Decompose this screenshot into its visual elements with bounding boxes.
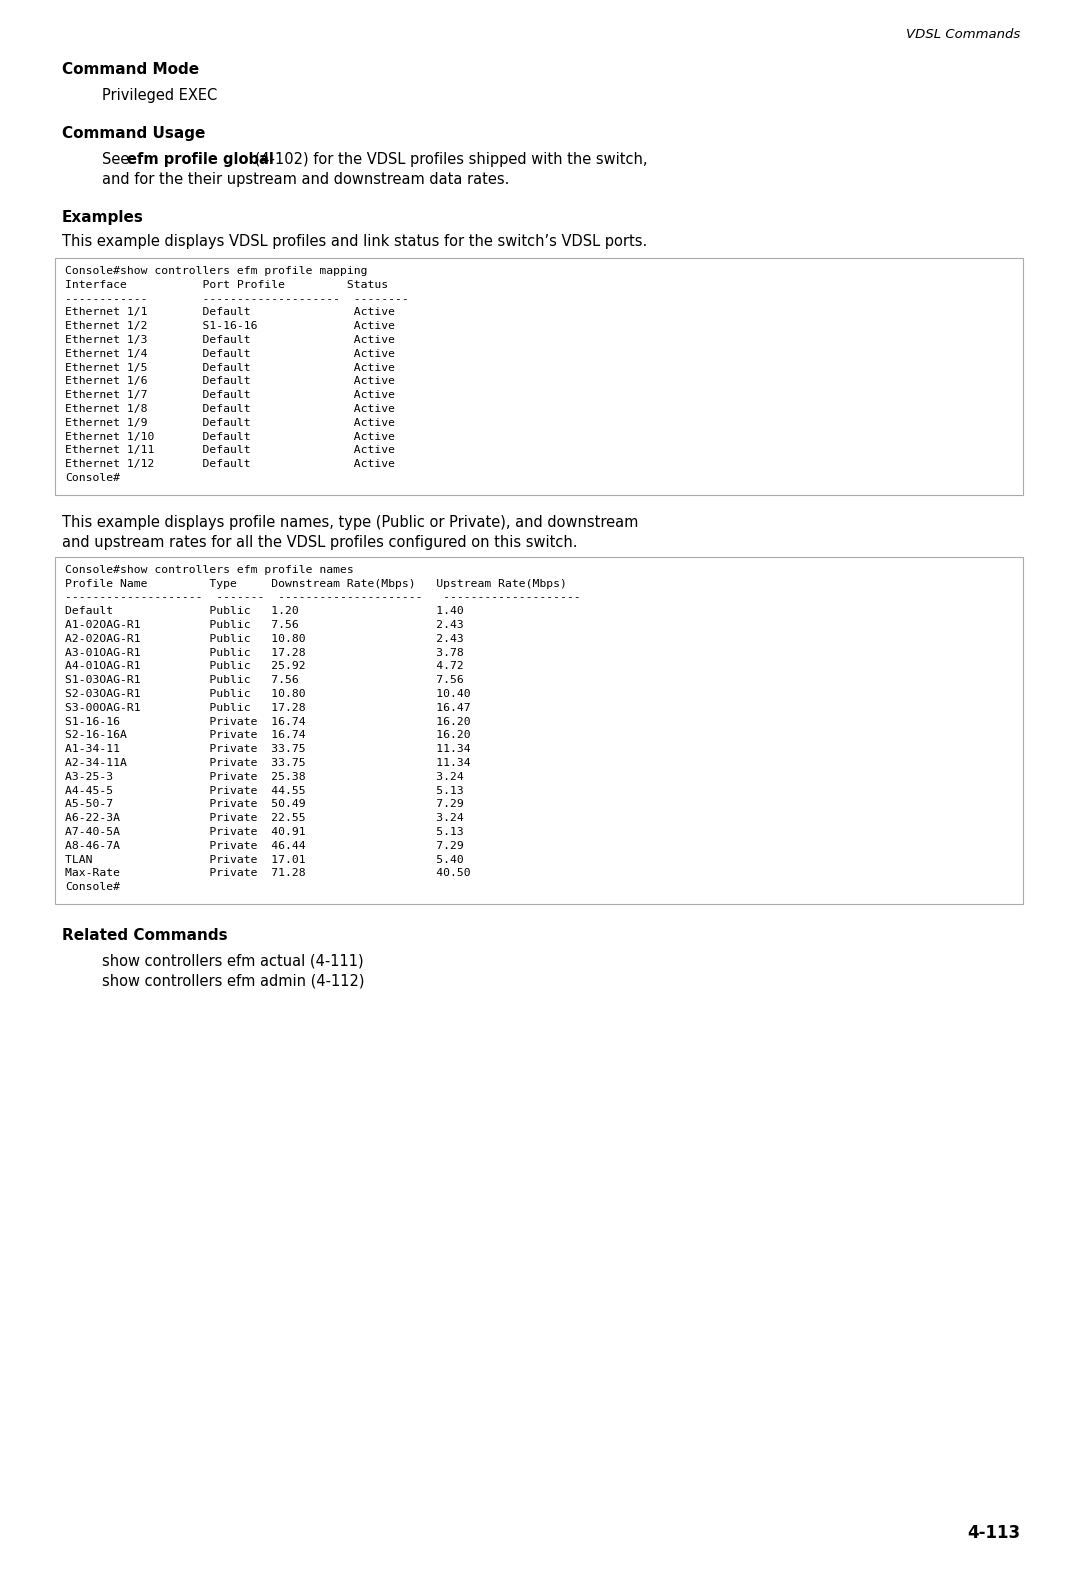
Text: A2-02OAG-R1          Public   10.80                   2.43: A2-02OAG-R1 Public 10.80 2.43 bbox=[65, 634, 463, 644]
Text: Interface           Port Profile         Status: Interface Port Profile Status bbox=[65, 279, 388, 290]
Text: Console#show controllers efm profile names: Console#show controllers efm profile nam… bbox=[65, 565, 354, 575]
Text: This example displays profile names, type (Public or Private), and downstream: This example displays profile names, typ… bbox=[62, 515, 638, 529]
Text: efm profile global: efm profile global bbox=[127, 152, 274, 166]
Text: show controllers efm actual (4-111): show controllers efm actual (4-111) bbox=[102, 955, 364, 969]
Text: Max-Rate             Private  71.28                   40.50: Max-Rate Private 71.28 40.50 bbox=[65, 868, 471, 878]
Text: and for the their upstream and downstream data rates.: and for the their upstream and downstrea… bbox=[102, 173, 510, 187]
Text: This example displays VDSL profiles and link status for the switch’s VDSL ports.: This example displays VDSL profiles and … bbox=[62, 234, 647, 250]
Text: S3-00OAG-R1          Public   17.28                   16.47: S3-00OAG-R1 Public 17.28 16.47 bbox=[65, 703, 471, 713]
Text: 4-113: 4-113 bbox=[967, 1524, 1020, 1542]
Text: A4-01OAG-R1          Public   25.92                   4.72: A4-01OAG-R1 Public 25.92 4.72 bbox=[65, 661, 463, 672]
Text: A4-45-5              Private  44.55                   5.13: A4-45-5 Private 44.55 5.13 bbox=[65, 785, 463, 796]
Bar bbox=[55, 257, 1023, 495]
Text: (4-102) for the VDSL profiles shipped with the switch,: (4-102) for the VDSL profiles shipped wi… bbox=[251, 152, 648, 166]
Text: A2-34-11A            Private  33.75                   11.34: A2-34-11A Private 33.75 11.34 bbox=[65, 758, 471, 768]
Text: A1-34-11             Private  33.75                   11.34: A1-34-11 Private 33.75 11.34 bbox=[65, 744, 471, 754]
Text: Default              Public   1.20                    1.40: Default Public 1.20 1.40 bbox=[65, 606, 463, 615]
Text: Examples: Examples bbox=[62, 210, 144, 225]
Text: Ethernet 1/3        Default               Active: Ethernet 1/3 Default Active bbox=[65, 334, 395, 345]
Text: Ethernet 1/5        Default               Active: Ethernet 1/5 Default Active bbox=[65, 363, 395, 372]
Text: See: See bbox=[102, 152, 134, 166]
Text: Ethernet 1/8        Default               Active: Ethernet 1/8 Default Active bbox=[65, 403, 395, 414]
Text: --------------------  -------  ---------------------   --------------------: -------------------- ------- -----------… bbox=[65, 592, 581, 603]
Text: Console#: Console# bbox=[65, 473, 120, 484]
Text: Ethernet 1/6        Default               Active: Ethernet 1/6 Default Active bbox=[65, 377, 395, 386]
Text: TLAN                 Private  17.01                   5.40: TLAN Private 17.01 5.40 bbox=[65, 854, 463, 865]
Text: Command Usage: Command Usage bbox=[62, 126, 205, 141]
Text: Ethernet 1/4        Default               Active: Ethernet 1/4 Default Active bbox=[65, 349, 395, 360]
Text: S2-03OAG-R1          Public   10.80                   10.40: S2-03OAG-R1 Public 10.80 10.40 bbox=[65, 689, 471, 699]
Text: A8-46-7A             Private  46.44                   7.29: A8-46-7A Private 46.44 7.29 bbox=[65, 842, 463, 851]
Text: A5-50-7              Private  50.49                   7.29: A5-50-7 Private 50.49 7.29 bbox=[65, 799, 463, 810]
Text: Privileged EXEC: Privileged EXEC bbox=[102, 88, 217, 104]
Text: Ethernet 1/2        S1-16-16              Active: Ethernet 1/2 S1-16-16 Active bbox=[65, 322, 395, 331]
Text: A3-25-3              Private  25.38                   3.24: A3-25-3 Private 25.38 3.24 bbox=[65, 772, 463, 782]
Text: Console#: Console# bbox=[65, 882, 120, 892]
Text: A1-02OAG-R1          Public   7.56                    2.43: A1-02OAG-R1 Public 7.56 2.43 bbox=[65, 620, 463, 630]
Text: Ethernet 1/9        Default               Active: Ethernet 1/9 Default Active bbox=[65, 418, 395, 427]
Text: S1-03OAG-R1          Public   7.56                    7.56: S1-03OAG-R1 Public 7.56 7.56 bbox=[65, 675, 463, 685]
Text: A6-22-3A             Private  22.55                   3.24: A6-22-3A Private 22.55 3.24 bbox=[65, 813, 463, 823]
Text: Related Commands: Related Commands bbox=[62, 928, 228, 944]
Text: Ethernet 1/1        Default               Active: Ethernet 1/1 Default Active bbox=[65, 308, 395, 317]
Bar bbox=[55, 557, 1023, 904]
Text: show controllers efm admin (4-112): show controllers efm admin (4-112) bbox=[102, 973, 365, 989]
Text: ------------        --------------------  --------: ------------ -------------------- ------… bbox=[65, 294, 408, 303]
Text: A7-40-5A             Private  40.91                   5.13: A7-40-5A Private 40.91 5.13 bbox=[65, 827, 463, 837]
Text: Ethernet 1/7        Default               Active: Ethernet 1/7 Default Active bbox=[65, 391, 395, 400]
Text: Ethernet 1/11       Default               Active: Ethernet 1/11 Default Active bbox=[65, 446, 395, 455]
Text: Ethernet 1/12       Default               Active: Ethernet 1/12 Default Active bbox=[65, 458, 395, 469]
Text: S1-16-16             Private  16.74                   16.20: S1-16-16 Private 16.74 16.20 bbox=[65, 716, 471, 727]
Text: Console#show controllers efm profile mapping: Console#show controllers efm profile map… bbox=[65, 265, 367, 276]
Text: S2-16-16A            Private  16.74                   16.20: S2-16-16A Private 16.74 16.20 bbox=[65, 730, 471, 741]
Text: and upstream rates for all the VDSL profiles configured on this switch.: and upstream rates for all the VDSL prof… bbox=[62, 535, 578, 549]
Text: Ethernet 1/10       Default               Active: Ethernet 1/10 Default Active bbox=[65, 432, 395, 441]
Text: VDSL Commands: VDSL Commands bbox=[906, 28, 1020, 41]
Text: Profile Name         Type     Downstream Rate(Mbps)   Upstream Rate(Mbps): Profile Name Type Downstream Rate(Mbps) … bbox=[65, 579, 567, 589]
Text: Command Mode: Command Mode bbox=[62, 61, 199, 77]
Text: A3-01OAG-R1          Public   17.28                   3.78: A3-01OAG-R1 Public 17.28 3.78 bbox=[65, 647, 463, 658]
